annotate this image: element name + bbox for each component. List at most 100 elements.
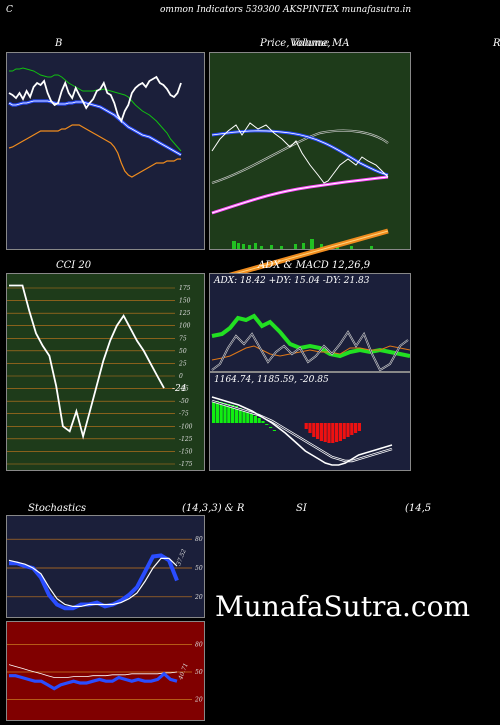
watermark: MunafaSutra.com (215, 590, 471, 623)
stoch-tick-label: 80 (195, 536, 203, 543)
cci-tick-label: 0 (179, 373, 183, 380)
stoch-title-b: (14,3,3) & R (182, 503, 245, 514)
macd-bar-pos (257, 418, 261, 423)
macd-signal-inner (211, 400, 393, 462)
macd-chart (211, 396, 393, 466)
boll-upper-line (9, 67, 182, 152)
price-title-a: Price, (260, 38, 290, 49)
macd-bar-neg (335, 423, 339, 442)
cci-title: CCI 20 (56, 260, 92, 271)
macd-bar-neg (354, 423, 358, 433)
macd-bar-neg (331, 423, 335, 443)
cci-tick-label: 175 (179, 285, 191, 292)
bollinger-chart (8, 67, 182, 178)
adx-title: ADX & MACD 12,26,9 (258, 260, 371, 271)
rsi-line (9, 671, 178, 691)
macd-bar-pos (238, 408, 242, 423)
adx-readout: ADX: 18.42 +DY: 15.04 -DY: 21.83 (214, 276, 370, 286)
stoch-tick-label: 20 (194, 594, 203, 601)
bollinger-panel (6, 52, 205, 250)
dy-minus-line (211, 345, 410, 361)
stoch-chart: 80 50 20 37.52 (7, 536, 203, 611)
macd-bar-pos (242, 410, 246, 423)
header-title: ommon Indicators 539300 AKSPINTEX munafa… (160, 5, 412, 15)
stoch-current-label: 37.52 (175, 548, 188, 567)
macd-panel: 1164.74, 1185.59, -20.85 (209, 372, 411, 471)
ma-pink-line (211, 175, 389, 215)
macd-signal-line (211, 399, 393, 463)
macd-bar-neg (338, 423, 342, 441)
cci-tick-label: -100 (179, 423, 193, 430)
macd-bar-pos (253, 416, 257, 423)
price-title-d: Volume (292, 38, 330, 49)
macd-bar-neg (308, 423, 312, 433)
stoch-d-line (8, 557, 178, 608)
stoch-tick-label: 50 (195, 565, 203, 572)
cci-panel: 175 150 125 100 75 50 25 0 -25 -50 -75 -100 -125 -150… (6, 273, 205, 471)
macd-readout: 1164.74, 1185.59, -20.85 (214, 375, 329, 385)
cci-tick-label: 50 (179, 348, 187, 355)
macd-bar-neg (357, 423, 361, 431)
cci-current-label: -24 (172, 384, 187, 394)
macd-bar-pos (227, 404, 231, 423)
cci-tick-label: 150 (179, 298, 191, 305)
rsi-tick-label: 50 (195, 669, 203, 676)
cci-tick-label: 75 (179, 335, 187, 342)
macd-bar-neg (346, 423, 350, 437)
cci-tick-label: -125 (179, 436, 193, 443)
price-panel (209, 52, 411, 281)
cci-tick-label: -25 (179, 386, 189, 393)
boll-price-line (8, 75, 182, 124)
macd-bar-pos (261, 421, 265, 423)
macd-bar-pos (272, 430, 276, 431)
cci-tick-label: 25 (178, 360, 187, 367)
boll-lower-line (8, 124, 181, 178)
macd-bar-neg (319, 423, 323, 441)
cci-tick-label: 100 (179, 323, 191, 330)
macd-bar-neg (342, 423, 346, 439)
macd-bar-neg (312, 423, 316, 437)
price-title-b: Volume, (290, 38, 331, 49)
macd-bar-neg (327, 423, 331, 443)
boll-middle-inner-line (8, 100, 182, 156)
cci-line (9, 284, 165, 440)
rsi-tick-label: 80 (195, 641, 203, 648)
stoch-panel: 80 50 20 37.52 (6, 515, 205, 618)
adx-chart (211, 313, 410, 371)
macd-bar-pos (215, 401, 219, 423)
macd-bar-neg (323, 423, 327, 442)
stoch-title-a: Stochastics (28, 503, 86, 514)
cci-tick-label: -50 (179, 398, 189, 405)
macd-bar-pos (250, 414, 254, 423)
macd-bar-pos (231, 405, 235, 423)
macd-line (211, 396, 393, 466)
price-chart (211, 122, 389, 281)
macd-bar-pos (265, 424, 269, 425)
macd-bar-neg (316, 423, 320, 439)
bollinger-title: B (55, 38, 63, 49)
rsi-tick-label: 20 (194, 697, 203, 704)
macd-bar-neg (304, 423, 308, 429)
right-edge-label: R (493, 38, 500, 49)
cci-chart: 175 150 125 100 75 50 25 0 -25 -50 -75 -100 -125 -150… (7, 284, 193, 468)
macd-bar-pos (212, 401, 216, 423)
rsi-title-b: (14,5 (405, 503, 432, 514)
adx-panel: ADX: 18.42 +DY: 15.04 -DY: 21.83 (209, 273, 411, 372)
ma-blue-line (211, 129, 389, 177)
rsi-title-a: SI (296, 503, 307, 514)
price-line (211, 122, 389, 184)
macd-bar-neg (350, 423, 354, 435)
macd-bar-pos (234, 406, 238, 423)
stoch-k-line (9, 553, 179, 611)
header-left: C (6, 5, 13, 15)
cci-tick-label: -150 (179, 448, 193, 455)
adx-green-line (211, 313, 410, 359)
cci-tick-label: 125 (179, 310, 191, 317)
cci-tick-label: -175 (179, 461, 193, 468)
macd-bar-pos (219, 402, 223, 423)
boll-middle-line (8, 99, 182, 157)
macd-bar-pos (246, 412, 250, 423)
price-title-c: MA (332, 38, 350, 49)
cci-tick-label: -75 (179, 411, 189, 418)
